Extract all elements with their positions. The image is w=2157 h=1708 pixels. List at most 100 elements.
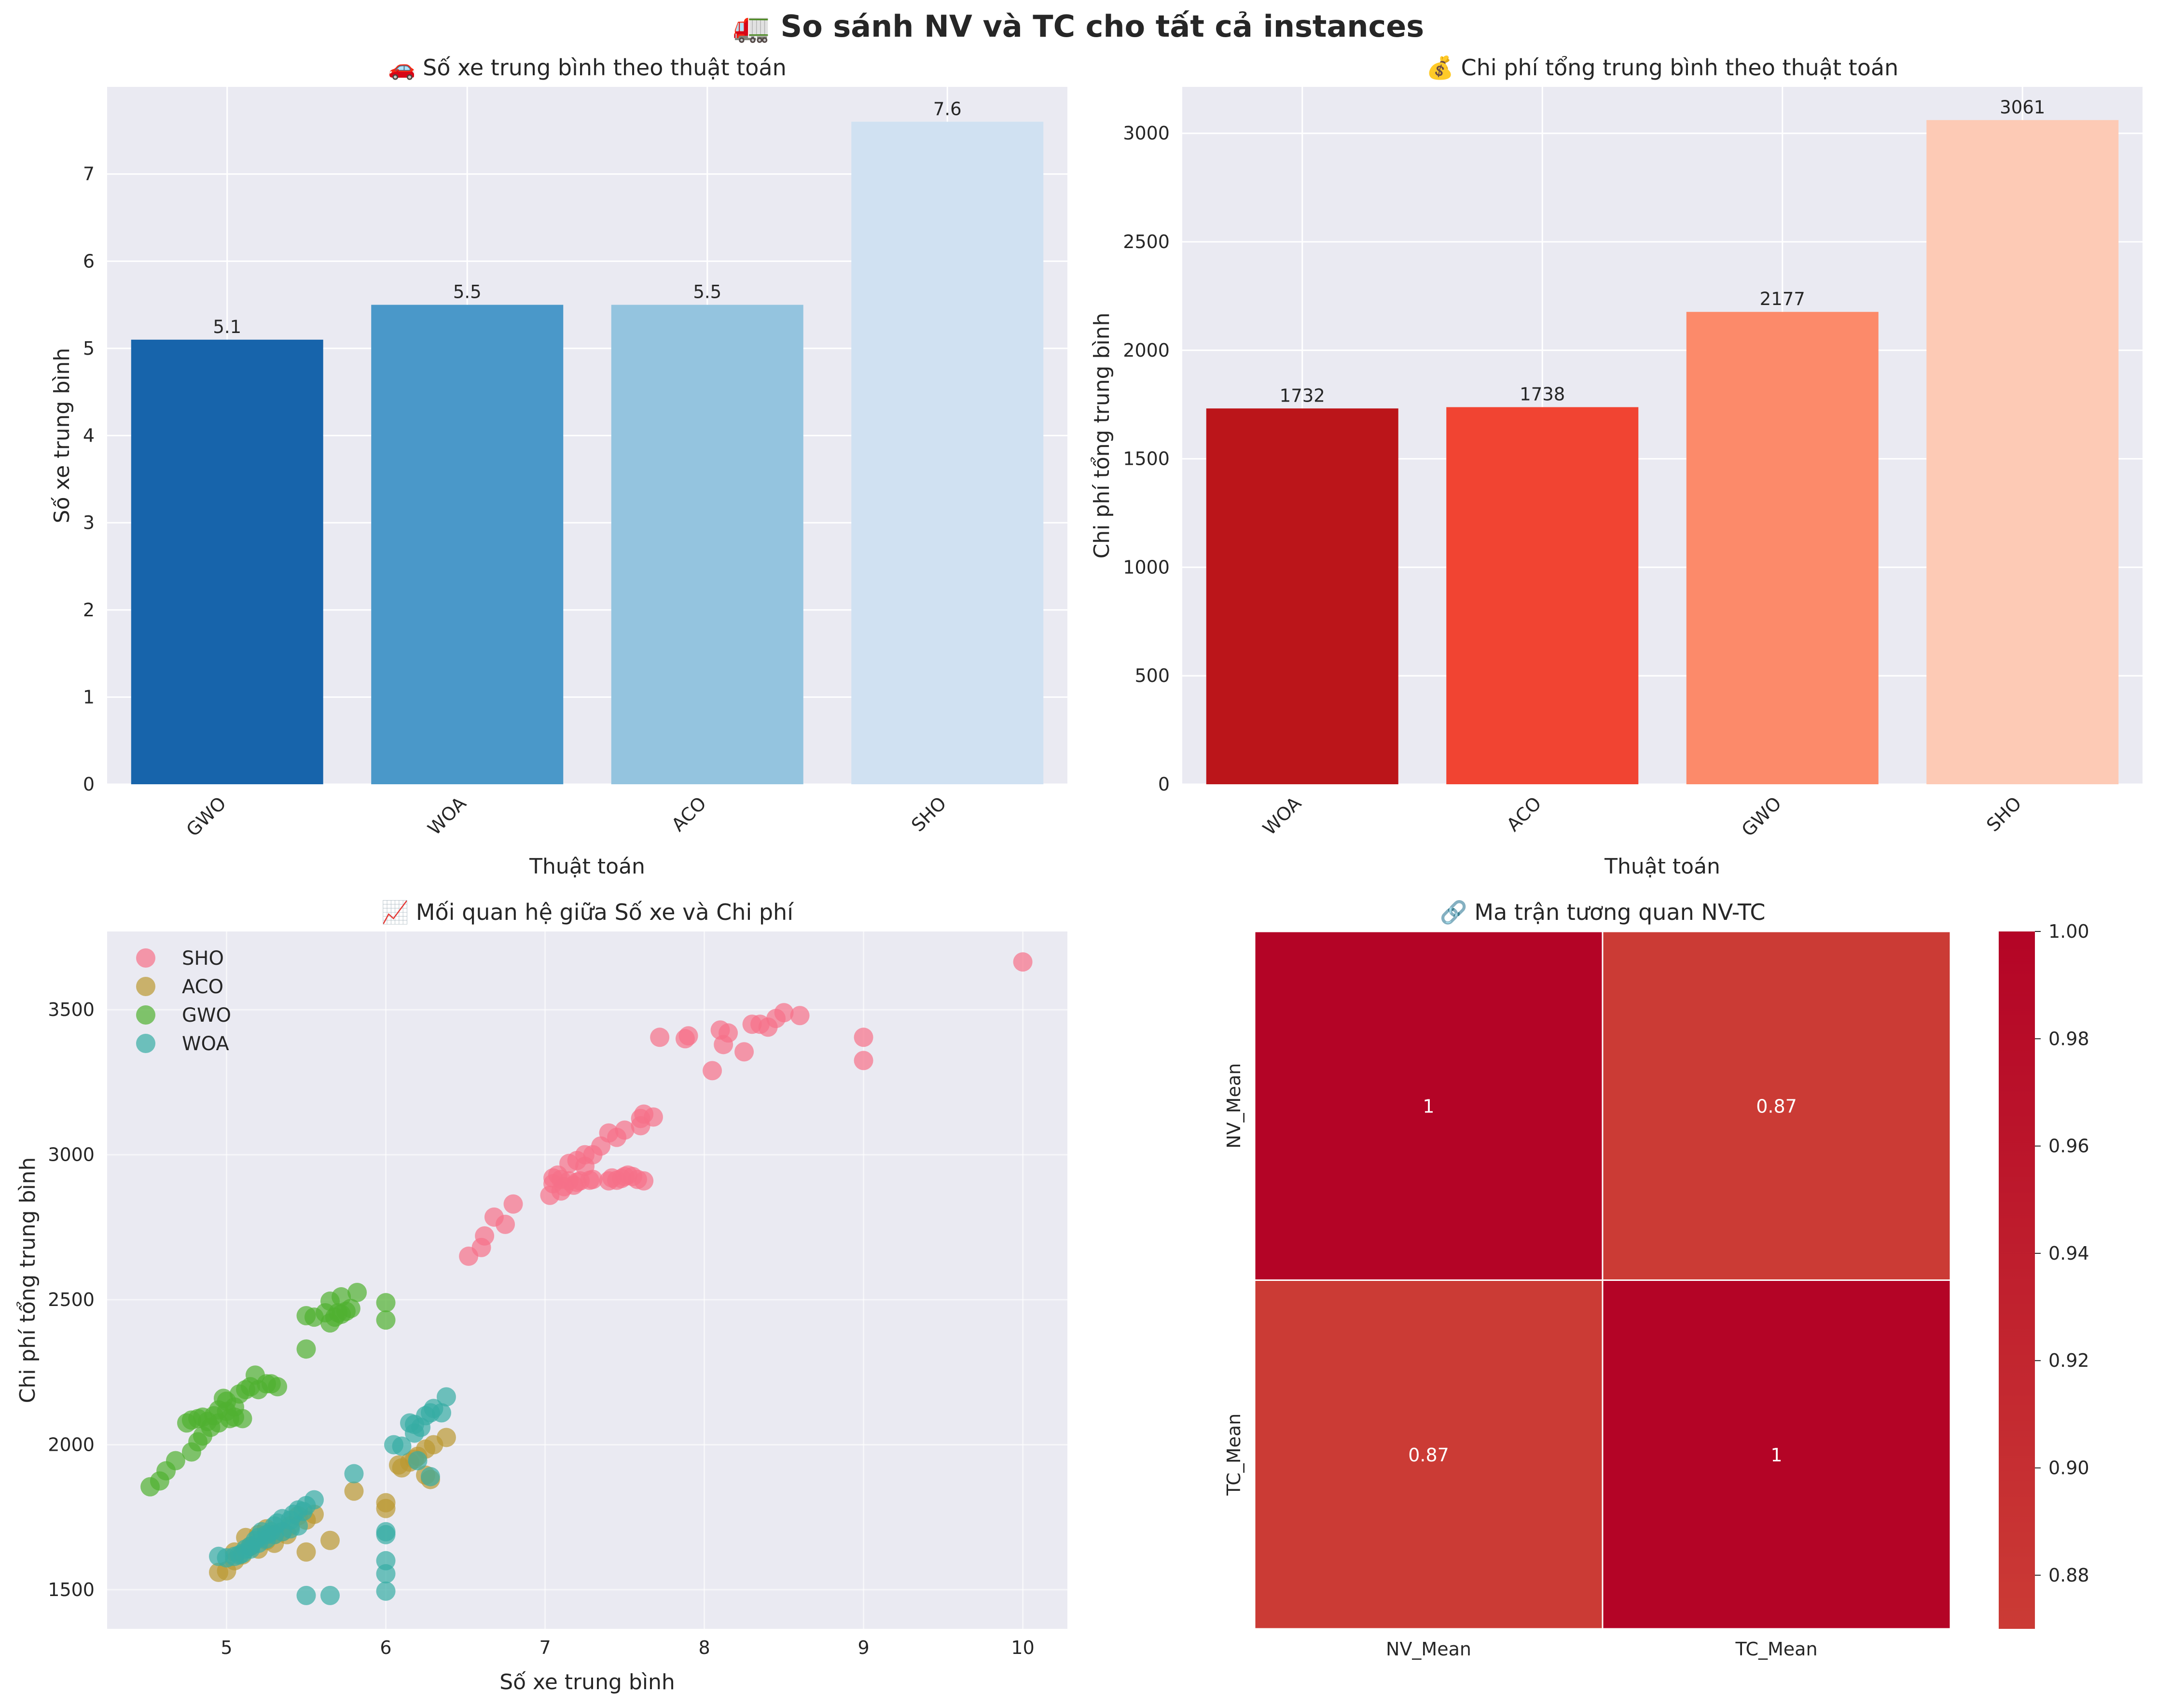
x-tick-label: 8 xyxy=(698,1637,710,1658)
scatter-point xyxy=(193,1407,213,1427)
legend-marker xyxy=(136,977,155,996)
scatter-point xyxy=(854,1028,873,1047)
scatter-point xyxy=(503,1194,523,1214)
scatter-point xyxy=(376,1293,396,1313)
scatter-point xyxy=(166,1451,185,1471)
cell-annotation: 0.87 xyxy=(1756,1096,1797,1117)
scatter-point xyxy=(241,1539,261,1559)
scatter-point xyxy=(344,1464,364,1484)
scatter-point xyxy=(296,1542,316,1562)
scatter-point xyxy=(376,1310,396,1330)
x-tick-label: WOA xyxy=(1258,792,1305,839)
scatter-point xyxy=(220,1409,240,1429)
y-tick-label: 3000 xyxy=(1123,123,1170,144)
series-sho xyxy=(459,952,1033,1266)
legend-label: GWO xyxy=(182,1004,231,1027)
bar-value-label: 3061 xyxy=(2000,97,2045,118)
x-axis-label: Số xe trung bình xyxy=(499,1670,675,1694)
colorbar-tick-label: 0.98 xyxy=(2048,1028,2089,1049)
y-tick-label: 2000 xyxy=(48,1434,95,1455)
scatter-chart-vehicles-vs-cost: 5 6 7 8 9 10 1500 2000 2500 3000 3500 SHO ACO GWO WOA 📈… xyxy=(15,899,1067,1694)
scatter-point xyxy=(296,1585,316,1605)
scatter-point xyxy=(344,1481,364,1501)
scatter-point xyxy=(714,1035,733,1055)
y-tick-label: NV_Mean xyxy=(1223,1063,1244,1149)
scatter-point xyxy=(650,1028,670,1047)
bar-value-label: 2177 xyxy=(1760,289,1805,309)
scatter-point xyxy=(703,1061,722,1081)
x-tick-label: ACO xyxy=(1503,792,1546,835)
bar-sho xyxy=(851,122,1044,784)
scatter-point xyxy=(280,1519,300,1539)
y-tick-label: 2 xyxy=(83,599,95,621)
bar-value-label: 5.5 xyxy=(453,282,482,303)
scatter-point xyxy=(854,1051,873,1070)
scatter-point xyxy=(320,1585,340,1605)
legend: SHO ACO GWO WOA xyxy=(136,947,231,1055)
x-tick-label: NV_Mean xyxy=(1386,1639,1471,1660)
scatter-point xyxy=(1013,952,1033,972)
colorbar-tick-label: 0.90 xyxy=(2048,1458,2089,1479)
scatter-point xyxy=(790,1006,810,1026)
bar-aco xyxy=(1446,407,1639,784)
y-tick-label: TC_Mean xyxy=(1223,1414,1244,1496)
cell-annotation: 1 xyxy=(1770,1444,1782,1466)
scatter-point xyxy=(459,1246,479,1266)
bar-gwo xyxy=(131,339,323,784)
legend-marker xyxy=(136,1034,155,1053)
scatter-point xyxy=(420,1467,440,1486)
series-woa xyxy=(209,1387,456,1605)
y-axis-label: Chi phí tổng trung bình xyxy=(1090,313,1114,559)
cell-annotation: 1 xyxy=(1423,1096,1434,1117)
x-tick-label: 9 xyxy=(857,1637,869,1658)
y-tick-label: 0 xyxy=(83,774,95,795)
x-axis-label: Thuật toán xyxy=(529,854,645,879)
y-tick-label: 2500 xyxy=(1123,231,1170,252)
y-tick-label: 2000 xyxy=(1123,340,1170,361)
x-tick-label: ACO xyxy=(667,792,710,835)
heatmap-cell xyxy=(1602,930,1951,1281)
scatter-point xyxy=(599,1171,619,1191)
bar-woa xyxy=(1206,408,1398,784)
bar-gwo xyxy=(1686,312,1879,784)
x-tick-label: TC_Mean xyxy=(1735,1639,1817,1660)
scatter-point xyxy=(564,1175,583,1195)
panel-title: 🚗 Số xe trung bình theo thuật toán xyxy=(388,55,787,81)
scatter-point xyxy=(376,1499,396,1518)
panel-title: 📈 Mối quan hệ giữa Số xe và Chi phí xyxy=(381,899,794,925)
colorbar xyxy=(1999,931,2035,1629)
y-tick-label: 0 xyxy=(1158,774,1170,795)
bar-chart-vehicles: 5.1 GWO 5.5 WOA 5.5 ACO 7.6 SHO 0 1 2 3 4 5 6 7 🚗 Số xe … xyxy=(50,55,1067,879)
colorbar-tick-label: 1.00 xyxy=(2048,921,2089,942)
y-tick-label: 3000 xyxy=(48,1144,95,1166)
y-tick-label: 6 xyxy=(83,250,95,272)
y-tick-label: 1500 xyxy=(48,1579,95,1600)
x-tick-label: 5 xyxy=(221,1637,232,1658)
y-tick-label: 2500 xyxy=(48,1289,95,1310)
series-gwo xyxy=(140,1283,396,1497)
legend-label: WOA xyxy=(182,1033,229,1055)
scatter-point xyxy=(296,1339,316,1359)
scatter-point xyxy=(268,1377,288,1397)
scatter-point xyxy=(245,1365,265,1385)
scatter-point xyxy=(376,1581,396,1601)
bar-value-label: 7.6 xyxy=(933,98,962,119)
bar-chart-cost: 1732 WOA 1738 ACO 2177 GWO 3061 SHO 0 500 1000 1500… xyxy=(1090,55,2143,879)
y-tick-label: 4 xyxy=(83,425,95,446)
scatter-point xyxy=(388,1455,408,1475)
x-tick-label: SHO xyxy=(1982,792,2026,836)
panel-title: 💰 Chi phí tổng trung bình theo thuật toá… xyxy=(1426,55,1898,81)
x-axis-label: Thuật toán xyxy=(1604,854,1720,879)
y-tick-label: 3500 xyxy=(48,999,95,1020)
scatter-point xyxy=(675,1029,695,1049)
bar-value-label: 5.1 xyxy=(213,317,241,337)
x-tick-label: 10 xyxy=(1011,1637,1034,1658)
heatmap-cell xyxy=(1254,1279,1604,1630)
scatter-point xyxy=(404,1423,424,1443)
cell-annotation: 0.87 xyxy=(1408,1444,1449,1466)
panel-title: 🔗 Ma trận tương quan NV-TC xyxy=(1439,899,1765,926)
colorbar-tick-label: 0.94 xyxy=(2048,1243,2089,1264)
colorbar-tick-label: 0.92 xyxy=(2048,1350,2089,1371)
bar-woa xyxy=(371,305,564,784)
